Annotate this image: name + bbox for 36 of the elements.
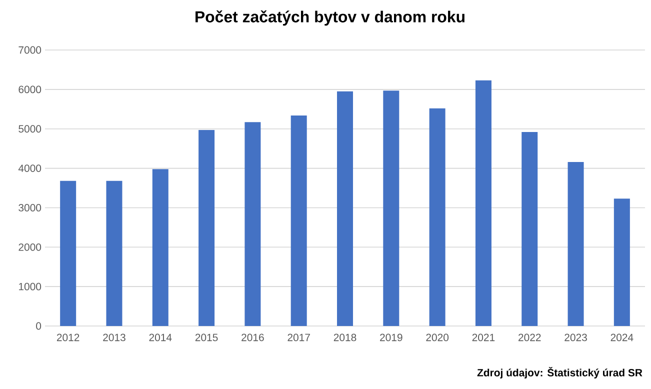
bar [198, 130, 215, 326]
bar [337, 91, 354, 326]
x-tick-label: 2018 [334, 334, 356, 342]
y-tick-label: 4000 [18, 164, 42, 172]
x-tick-label: 2016 [242, 334, 264, 342]
y-tick-label: 0 [36, 322, 42, 330]
x-tick-label: 2013 [103, 334, 126, 342]
bar [290, 115, 307, 326]
bar [568, 162, 584, 326]
x-tick-label: 2012 [56, 334, 80, 342]
bar [106, 180, 122, 326]
x-tick-label: 2023 [564, 334, 587, 342]
y-tick-label: 5000 [18, 125, 42, 133]
bar [614, 198, 630, 326]
bar [152, 169, 168, 326]
bar [522, 132, 538, 326]
text: Zdroj údajov: Štatistický úrad SR [477, 366, 642, 378]
y-tick-label: 2000 [18, 243, 42, 251]
y-tick-label: 3000 [18, 204, 42, 212]
x-tick-label: 2022 [518, 334, 541, 342]
bar [244, 122, 261, 326]
y-tick-label: 7000 [18, 46, 42, 54]
y-tick-label: 1000 [19, 282, 42, 290]
x-tick-label: 2017 [288, 334, 310, 342]
x-tick-label: 2019 [380, 334, 402, 342]
bar [475, 80, 492, 326]
x-tick-label: 2021 [472, 334, 495, 342]
x-tick-label: 2014 [149, 334, 172, 342]
y-tick-label: 6000 [18, 86, 42, 94]
x-tick-label: 2015 [195, 334, 218, 342]
chart-title: Počet začatých bytov v danom roku [196, 10, 464, 26]
x-tick-label: 2024 [610, 334, 634, 342]
x-tick-label: 2020 [426, 334, 449, 342]
bar [429, 108, 446, 326]
bar [60, 180, 76, 326]
bar [383, 90, 400, 326]
